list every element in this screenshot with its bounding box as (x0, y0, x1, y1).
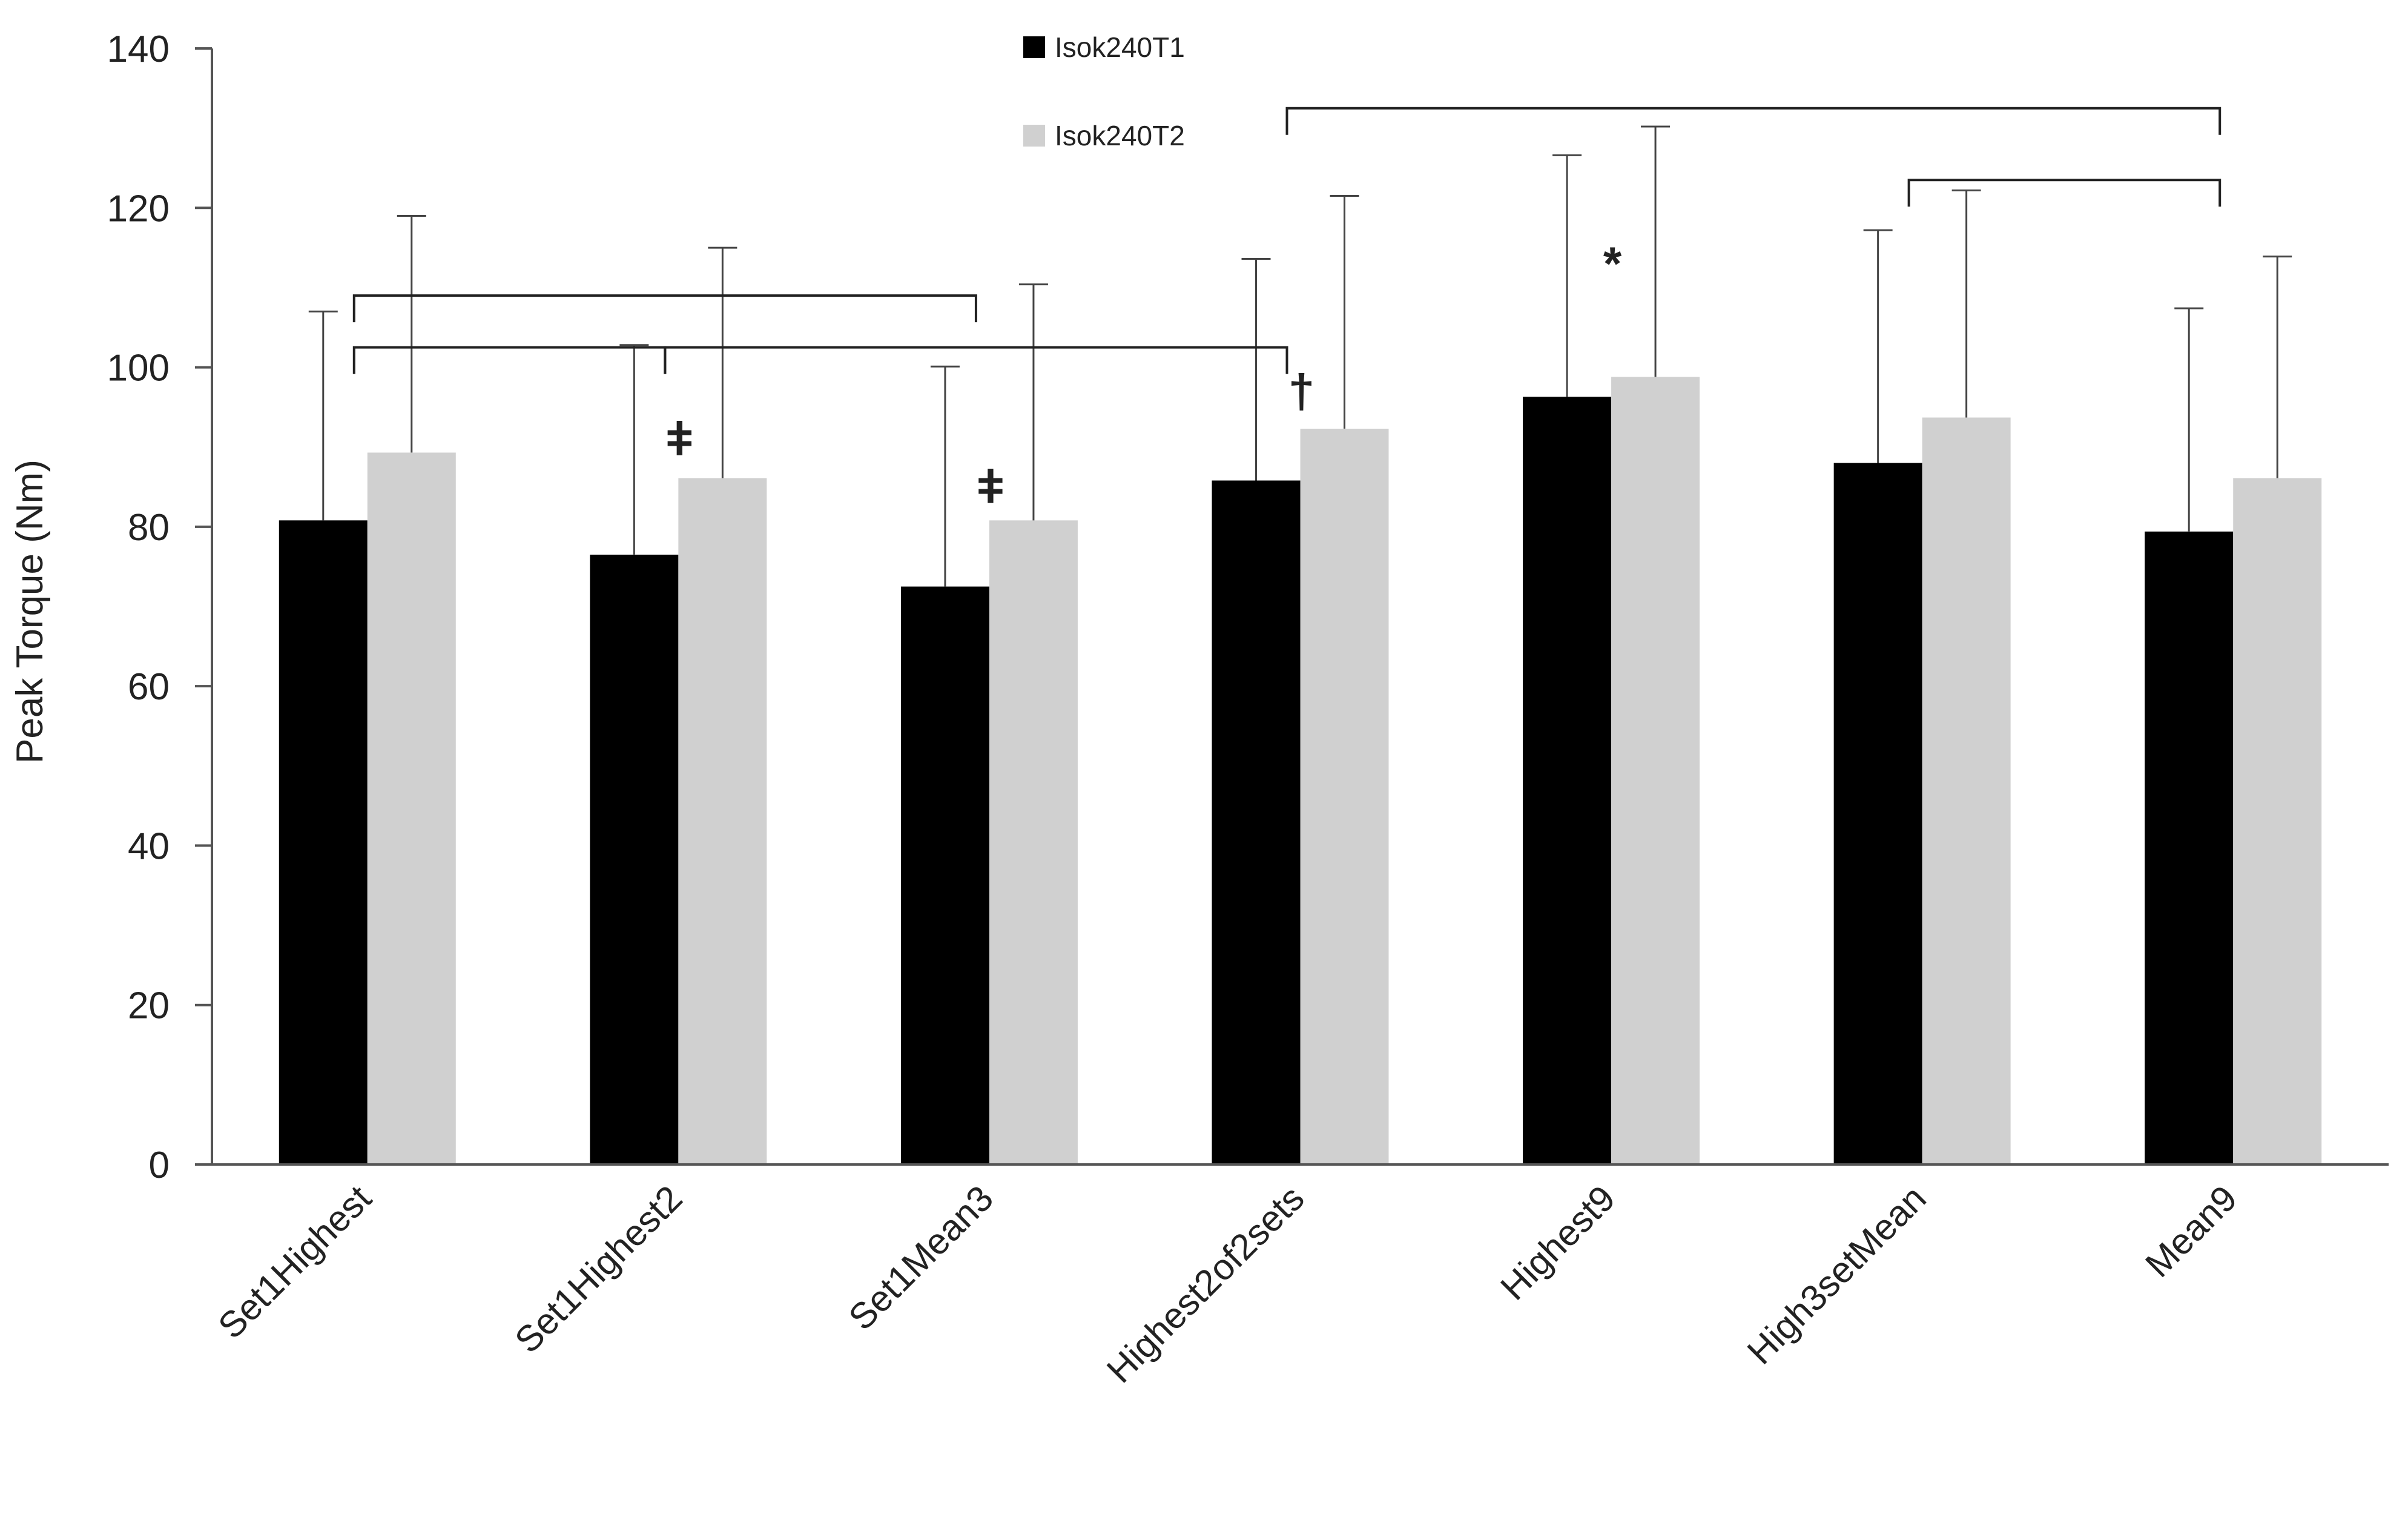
error-bar-isok240t2-mean9 (2263, 256, 2292, 478)
error-bar-isok240t1-mean9 (2174, 307, 2204, 532)
error-bar-isok240t2-highest9 (1641, 125, 1671, 377)
significance-mark-set1highest2: ǂ (666, 412, 694, 465)
y-tick-label-40: 40 (128, 825, 170, 867)
bracket-set1highest-to-set1highest2 (352, 346, 667, 374)
y-tick-label-100: 100 (107, 348, 170, 389)
error-bar-isok240t2-highest2of2sets (1330, 195, 1359, 429)
bracket-highest2of2sets-to-mean9 (1285, 107, 2222, 135)
y-tick-label-80: 80 (128, 507, 170, 549)
y-tick-label-60: 60 (128, 666, 170, 708)
bar-isok240t1-highest2of2sets (1212, 480, 1301, 1164)
y-tick-label-20: 20 (128, 985, 170, 1027)
category-label-mean9: Mean9 (2137, 1178, 2245, 1285)
legend-label-isok240t1: Isok240T1 (1055, 31, 1185, 63)
error-bar-isok240t1-highest2of2sets (1241, 258, 1271, 481)
error-bar-isok240t2-set1highest2 (708, 246, 737, 478)
bar-isok240t2-high3setmean (1922, 417, 2011, 1165)
y-tick-label-120: 120 (107, 188, 170, 230)
bar-isok240t2-set1highest2 (678, 478, 767, 1165)
error-bars-group (308, 125, 2292, 587)
error-bar-isok240t1-set1highest2 (619, 344, 649, 555)
bracket-high3setmean-to-mean9 (1907, 179, 2222, 207)
bar-isok240t1-mean9 (2145, 531, 2234, 1164)
bar-isok240t1-set1highest (279, 520, 368, 1165)
bar-isok240t1-highest9 (1523, 397, 1612, 1164)
significance-marks-group: ǂ ǂ † * (666, 237, 1622, 514)
legend-label-isok240t2: Isok240T2 (1055, 120, 1185, 151)
bracket-set1highest2-to-highest2of2sets (664, 346, 1288, 374)
bar-isok240t2-highest2of2sets (1300, 428, 1389, 1164)
bar-isok240t2-highest9 (1611, 377, 1700, 1164)
category-label-highest9: Highest9 (1493, 1178, 1623, 1308)
significance-mark-set1mean3: ǂ (977, 460, 1004, 513)
error-bar-isok240t1-set1highest (308, 310, 338, 521)
category-label-set1mean3: Set1Mean3 (841, 1178, 1001, 1338)
error-bar-isok240t2-set1mean3 (1018, 283, 1048, 521)
significance-mark-highest9: * (1603, 237, 1622, 290)
category-label-set1highest: Set1Highest (210, 1178, 379, 1347)
category-label-set1highest2: Set1Highest2 (507, 1178, 690, 1361)
bars-group (279, 377, 2322, 1165)
legend-swatch-isok240t2 (1023, 125, 1045, 147)
legend-swatch-isok240t1 (1023, 36, 1045, 58)
error-bar-isok240t1-highest9 (1552, 154, 1582, 397)
legend: Isok240T1 Isok240T2 (1023, 31, 1185, 151)
bar-isok240t2-set1highest (367, 452, 456, 1165)
bracket-set1highest-to-set1mean3 (352, 294, 977, 323)
significance-brackets-group (352, 107, 2222, 374)
error-bar-isok240t1-set1mean3 (930, 365, 960, 587)
bar-isok240t1-set1mean3 (900, 586, 989, 1164)
error-bar-isok240t2-set1highest (397, 214, 426, 453)
bar-isok240t1-high3setmean (1833, 463, 1922, 1164)
y-tick-label-140: 140 (107, 28, 170, 70)
error-bar-isok240t2-high3setmean (1951, 189, 1981, 418)
bar-isok240t1-set1highest2 (590, 554, 679, 1164)
category-label-high3setmean: High3setMean (1740, 1178, 1934, 1372)
y-axis-label: Peak Torque (Nm) (9, 460, 51, 764)
bar-isok240t2-set1mean3 (989, 520, 1078, 1165)
error-bar-isok240t1-high3setmean (1863, 229, 1893, 463)
y-tick-label-0: 0 (149, 1144, 170, 1186)
significance-mark-highest2of2sets: † (1288, 364, 1315, 417)
category-label-highest2of2sets: Highest2of2sets (1099, 1178, 1312, 1391)
bar-isok240t2-mean9 (2233, 478, 2322, 1165)
